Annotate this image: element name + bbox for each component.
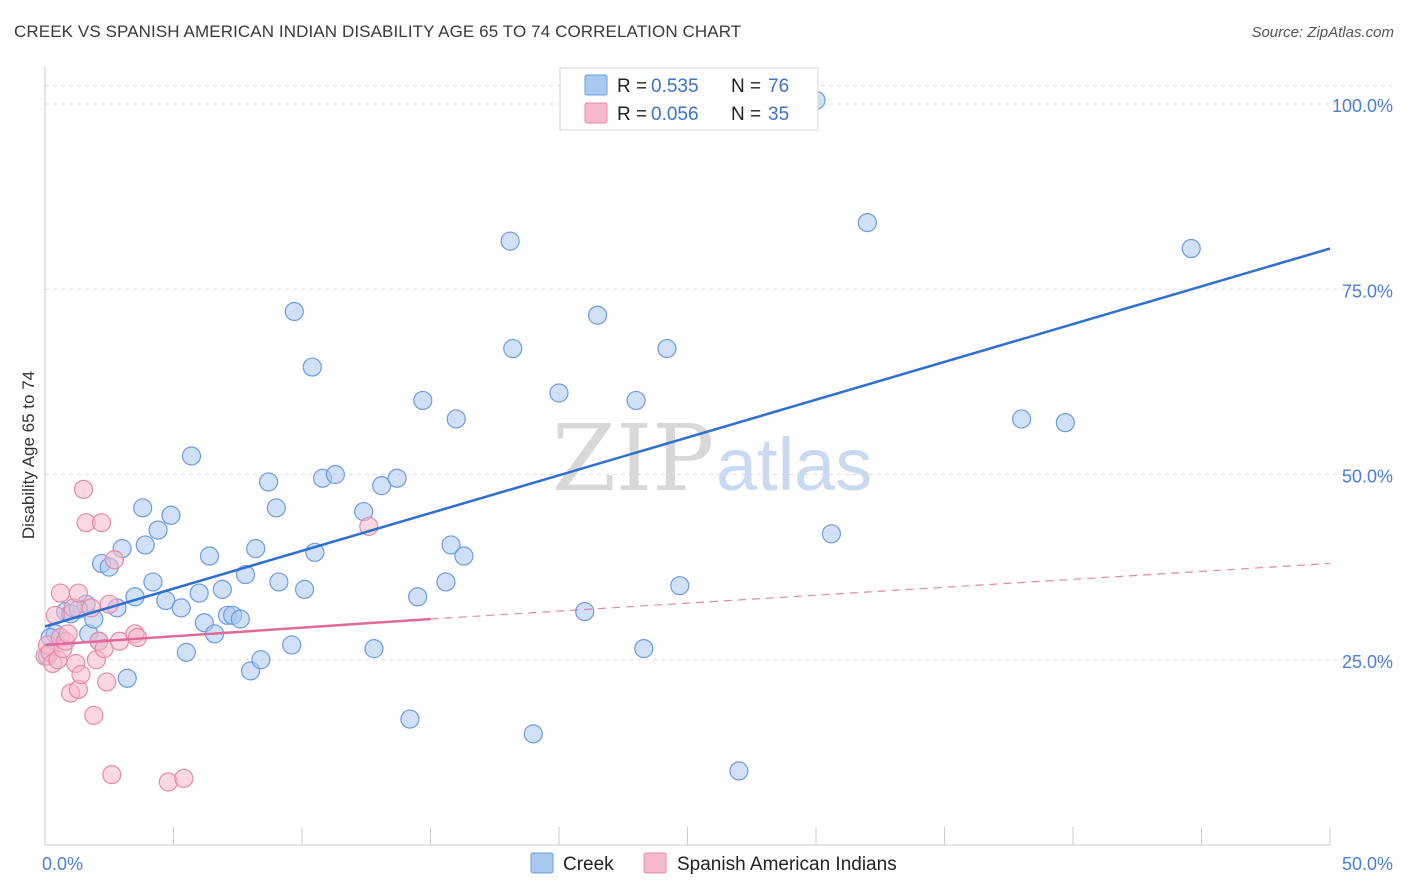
watermark-atlas: atlas: [716, 423, 872, 506]
legend-r-label-1: R =: [617, 76, 647, 97]
creek-point: [670, 576, 690, 596]
creek-point: [181, 446, 202, 466]
creek-point: [626, 390, 646, 411]
creek-point: [549, 383, 569, 403]
creek-point: [454, 546, 474, 566]
creek-trend-line: [44, 247, 1331, 628]
legend-n-value-2: 35: [768, 104, 789, 125]
creek-point: [436, 572, 456, 592]
creek-point: [634, 639, 654, 659]
creek-point: [821, 524, 842, 544]
spanish-point: [71, 664, 91, 685]
data-points: [35, 83, 1201, 792]
creek-point: [587, 305, 608, 325]
y-tick-label: 100.0%: [1332, 96, 1393, 116]
legend-r-value-1: 0.535: [651, 76, 699, 97]
creek-point: [325, 464, 346, 485]
creek-point: [408, 587, 428, 607]
creek-point: [575, 601, 595, 622]
legend-swatch-spanish: [584, 102, 608, 124]
creek-point: [230, 609, 250, 629]
y-tick-label: 75.0%: [1342, 281, 1393, 301]
axes: [44, 67, 1331, 846]
creek-point: [500, 231, 520, 251]
creek-point: [503, 338, 523, 359]
creek-point: [176, 642, 196, 662]
y-tick-labels: 25.0% 50.0% 75.0% 100.0%: [1332, 96, 1393, 672]
creek-point: [148, 520, 168, 540]
creek-point: [1011, 409, 1032, 429]
creek-point: [441, 535, 461, 555]
x-tick-label: 0.0%: [42, 854, 83, 874]
creek-point: [446, 409, 466, 429]
creek-point: [171, 598, 191, 618]
x-tick-labels: 0.0% 50.0%: [42, 854, 1393, 874]
bottom-legend: Creek Spanish American Indians: [530, 852, 897, 875]
bottom-legend-label-spanish: Spanish American Indians: [677, 854, 897, 875]
spanish-trend-extension: [430, 562, 1331, 620]
chart-title: CREEK VS SPANISH AMERICAN INDIAN DISABIL…: [14, 22, 742, 41]
creek-point: [189, 583, 209, 603]
creek-point: [133, 498, 153, 518]
spanish-trend-line: [44, 617, 431, 647]
creek-point: [258, 472, 279, 492]
legend-r-value-2: 0.056: [651, 104, 699, 125]
creek-point: [387, 468, 407, 488]
spanish-point: [68, 583, 89, 603]
creek-point: [117, 668, 137, 688]
spanish-point: [174, 768, 194, 788]
creek-point: [269, 572, 289, 592]
legend: R = 0.535 N = 76 R = 0.056 N = 35: [559, 67, 819, 131]
spanish-point: [58, 624, 78, 644]
creek-point: [729, 761, 749, 781]
bottom-legend-swatch-spanish: [643, 852, 667, 874]
creek-point: [143, 572, 163, 592]
creek-point: [161, 505, 181, 525]
creek-point: [400, 709, 420, 729]
watermark-zip: ZIP: [552, 405, 714, 512]
legend-r-label-2: R =: [617, 104, 647, 125]
creek-point: [282, 635, 302, 655]
y-tick-label: 50.0%: [1342, 467, 1393, 487]
creek-point: [523, 724, 543, 744]
bottom-legend-swatch-creek: [530, 852, 554, 874]
bottom-legend-label-creek: Creek: [563, 854, 614, 875]
spanish-point: [73, 479, 94, 499]
spanish-point: [102, 765, 122, 785]
creek-point: [251, 650, 271, 670]
spanish-point: [94, 639, 114, 659]
creek-point: [372, 476, 392, 496]
creek-point: [284, 301, 304, 322]
creek-point: [1055, 413, 1075, 433]
creek-point: [199, 546, 220, 566]
creek-point: [413, 390, 433, 411]
creek-point: [294, 579, 315, 599]
spanish-point: [91, 513, 112, 533]
spanish-point: [84, 705, 104, 725]
creek-point: [302, 357, 322, 377]
legend-n-label-2: N =: [731, 104, 761, 125]
creek-point: [135, 535, 155, 555]
legend-n-value-1: 76: [768, 76, 789, 97]
creek-point: [246, 539, 266, 559]
creek-point: [1181, 238, 1201, 259]
y-axis-label: Disability Age 65 to 74: [19, 371, 38, 539]
spanish-point: [104, 550, 124, 570]
trend-lines: [44, 247, 1331, 647]
y-tick-label: 25.0%: [1342, 652, 1393, 672]
x-tick-label: 50.0%: [1342, 854, 1393, 874]
creek-point: [657, 338, 677, 359]
creek-point: [857, 213, 878, 233]
creek-point: [212, 579, 232, 599]
creek-point: [364, 639, 384, 659]
legend-swatch-creek: [584, 74, 608, 96]
legend-n-label-1: N =: [731, 76, 761, 97]
spanish-point: [97, 672, 117, 692]
source-label: Source: ZipAtlas.com: [1251, 24, 1394, 41]
creek-point: [266, 498, 286, 518]
spanish-point: [50, 583, 71, 603]
